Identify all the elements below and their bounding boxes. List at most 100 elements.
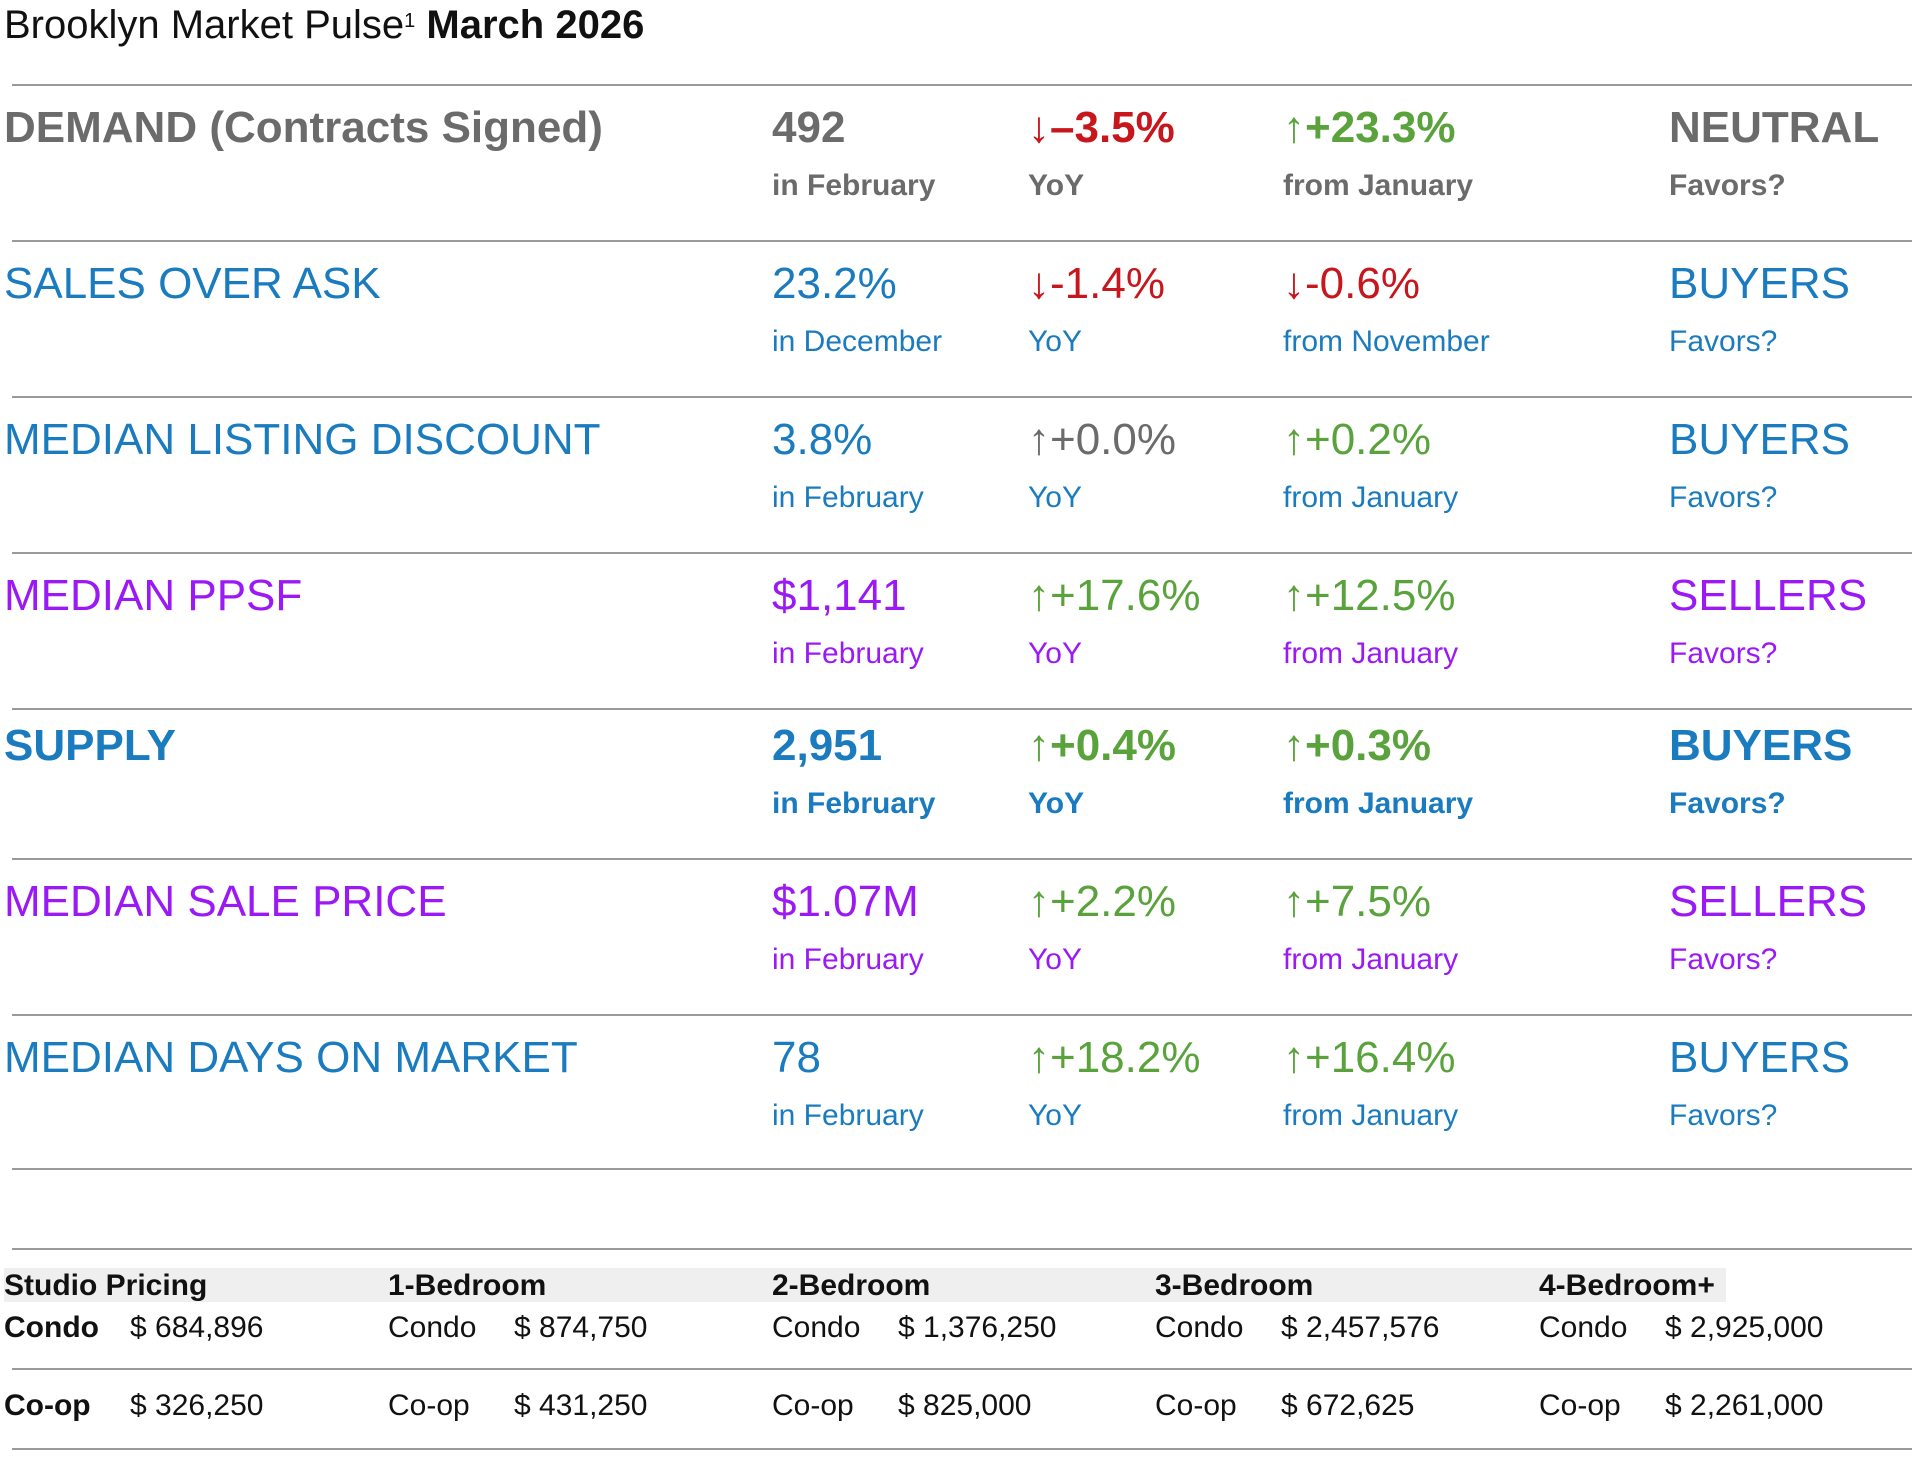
metric-mom-change: ↑+7.5% [1283, 877, 1431, 926]
metric-name: MEDIAN SALE PRICE [4, 877, 447, 926]
divider [12, 240, 1912, 242]
metric-favors-label: Favors? [1669, 787, 1786, 820]
metric-name: MEDIAN DAYS ON MARKET [4, 1033, 578, 1082]
divider [12, 1248, 1912, 1250]
pricing-header-2-bedroom: 2-Bedroom [772, 1269, 931, 1302]
metric-value: 2,951 [772, 721, 883, 770]
pricing-header-studio: Studio Pricing [4, 1269, 208, 1302]
title-footnote-marker: 1 [404, 10, 416, 32]
metric-favors-label: Favors? [1669, 637, 1778, 670]
metric-value: 23.2% [772, 259, 897, 308]
coop-price-1-bedroom: $ 431,250 [514, 1389, 648, 1422]
metric-name: MEDIAN PPSF [4, 571, 303, 620]
coop-price-2-bedroom: $ 825,000 [898, 1389, 1032, 1422]
coop-label: Co-op [772, 1389, 854, 1422]
condo-label: Condo [1155, 1311, 1244, 1344]
divider [12, 708, 1912, 710]
metric-name: DEMAND (Contracts Signed) [4, 103, 603, 152]
divider [12, 858, 1912, 860]
condo-label: Condo [1539, 1311, 1628, 1344]
metric-value: 3.8% [772, 415, 873, 464]
metric-value-period: in February [772, 787, 936, 820]
metric-favors-label: Favors? [1669, 943, 1778, 976]
metric-row-median-listing-discount: MEDIAN LISTING DISCOUNT 3.8% in February… [0, 410, 1920, 550]
divider [12, 396, 1912, 398]
coop-label: Co-op [1155, 1389, 1237, 1422]
pricing-table: Studio Pricing 1-Bedroom 2-Bedroom 3-Bed… [0, 1268, 1920, 1458]
metric-name: SUPPLY [4, 721, 177, 770]
condo-price-3-bedroom: $ 2,457,576 [1281, 1311, 1440, 1344]
metric-mom-change: ↑+23.3% [1283, 103, 1456, 152]
metric-row-supply: SUPPLY 2,951 in February ↑+0.4% YoY ↑+0.… [0, 716, 1920, 856]
metric-yoy-label: YoY [1028, 637, 1082, 670]
condo-label: Condo [388, 1311, 477, 1344]
metric-value-period: in February [772, 169, 936, 202]
metric-value-period: in December [772, 325, 943, 358]
divider [12, 1168, 1912, 1170]
metric-yoy-change: ↑+0.4% [1028, 721, 1176, 770]
metric-value-period: in February [772, 943, 924, 976]
metric-mom-change: ↓-0.6% [1283, 259, 1420, 308]
metric-favors-label: Favors? [1669, 481, 1778, 514]
metric-mom-label: from January [1283, 637, 1459, 670]
metric-mom-label: from January [1283, 481, 1459, 514]
metric-favors: SELLERS [1669, 571, 1868, 620]
metric-favors-label: Favors? [1669, 169, 1786, 202]
metric-value: 78 [772, 1033, 821, 1082]
pricing-header-3-bedroom: 3-Bedroom [1155, 1269, 1314, 1302]
coop-label: Co-op [1539, 1389, 1621, 1422]
title-date: March 2026 [426, 3, 645, 47]
metric-mom-label: from January [1283, 787, 1474, 820]
metric-row-median-days-on-market: MEDIAN DAYS ON MARKET 78 in February ↑+1… [0, 1028, 1920, 1168]
metric-favors: BUYERS [1669, 721, 1853, 770]
coop-price-3-bedroom: $ 672,625 [1281, 1389, 1415, 1422]
metric-mom-change: ↑+12.5% [1283, 571, 1456, 620]
divider [12, 1448, 1912, 1450]
divider [12, 84, 1912, 86]
condo-label: Condo [772, 1311, 861, 1344]
coop-price-4-bedroom: $ 2,261,000 [1665, 1389, 1824, 1422]
coop-price-studio: $ 326,250 [130, 1389, 264, 1422]
metric-row-median-ppsf: MEDIAN PPSF $1,141 in February ↑+17.6% Y… [0, 566, 1920, 706]
metric-row-demand: DEMAND (Contracts Signed) 492 in Februar… [0, 98, 1920, 238]
metric-mom-change: ↑+0.2% [1283, 415, 1431, 464]
metric-favors: BUYERS [1669, 1033, 1850, 1082]
metric-mom-label: from January [1283, 169, 1474, 202]
metric-name: SALES OVER ASK [4, 259, 381, 308]
metric-favors: BUYERS [1669, 259, 1850, 308]
condo-label: Condo [4, 1311, 99, 1344]
metric-mom-change: ↑+0.3% [1283, 721, 1431, 770]
metric-row-median-sale-price: MEDIAN SALE PRICE $1.07M in February ↑+2… [0, 872, 1920, 1012]
metric-value-period: in February [772, 481, 924, 514]
condo-price-1-bedroom: $ 874,750 [514, 1311, 648, 1344]
metric-value: $1.07M [772, 877, 919, 926]
metric-yoy-label: YoY [1028, 169, 1085, 202]
metric-favors: SELLERS [1669, 877, 1868, 926]
pricing-header-band [4, 1268, 1726, 1302]
metric-name: MEDIAN LISTING DISCOUNT [4, 415, 601, 464]
condo-price-2-bedroom: $ 1,376,250 [898, 1311, 1057, 1344]
metric-favors: NEUTRAL [1669, 103, 1880, 152]
metric-favors-label: Favors? [1669, 1099, 1778, 1132]
metric-yoy-label: YoY [1028, 787, 1085, 820]
metric-yoy-change: ↓-1.4% [1028, 259, 1165, 308]
metric-yoy-change: ↑+0.0% [1028, 415, 1176, 464]
divider [12, 1014, 1912, 1016]
metric-yoy-change: ↑+18.2% [1028, 1033, 1201, 1082]
pricing-header-4-bedroom: 4-Bedroom+ [1539, 1269, 1715, 1302]
metric-value-period: in February [772, 637, 924, 670]
coop-label: Co-op [388, 1389, 470, 1422]
metric-mom-label: from January [1283, 1099, 1459, 1132]
metric-yoy-label: YoY [1028, 481, 1082, 514]
coop-label: Co-op [4, 1389, 91, 1422]
metric-row-sales-over-ask: SALES OVER ASK 23.2% in December ↓-1.4% … [0, 254, 1920, 394]
divider [12, 552, 1912, 554]
metric-mom-label: from January [1283, 943, 1459, 976]
condo-price-4-bedroom: $ 2,925,000 [1665, 1311, 1824, 1344]
metric-value-period: in February [772, 1099, 924, 1132]
title-main: Brooklyn Market Pulse [4, 3, 405, 47]
metric-yoy-label: YoY [1028, 325, 1082, 358]
divider [12, 1368, 1912, 1370]
metric-mom-label: from November [1283, 325, 1490, 358]
metric-value: $1,141 [772, 571, 907, 620]
